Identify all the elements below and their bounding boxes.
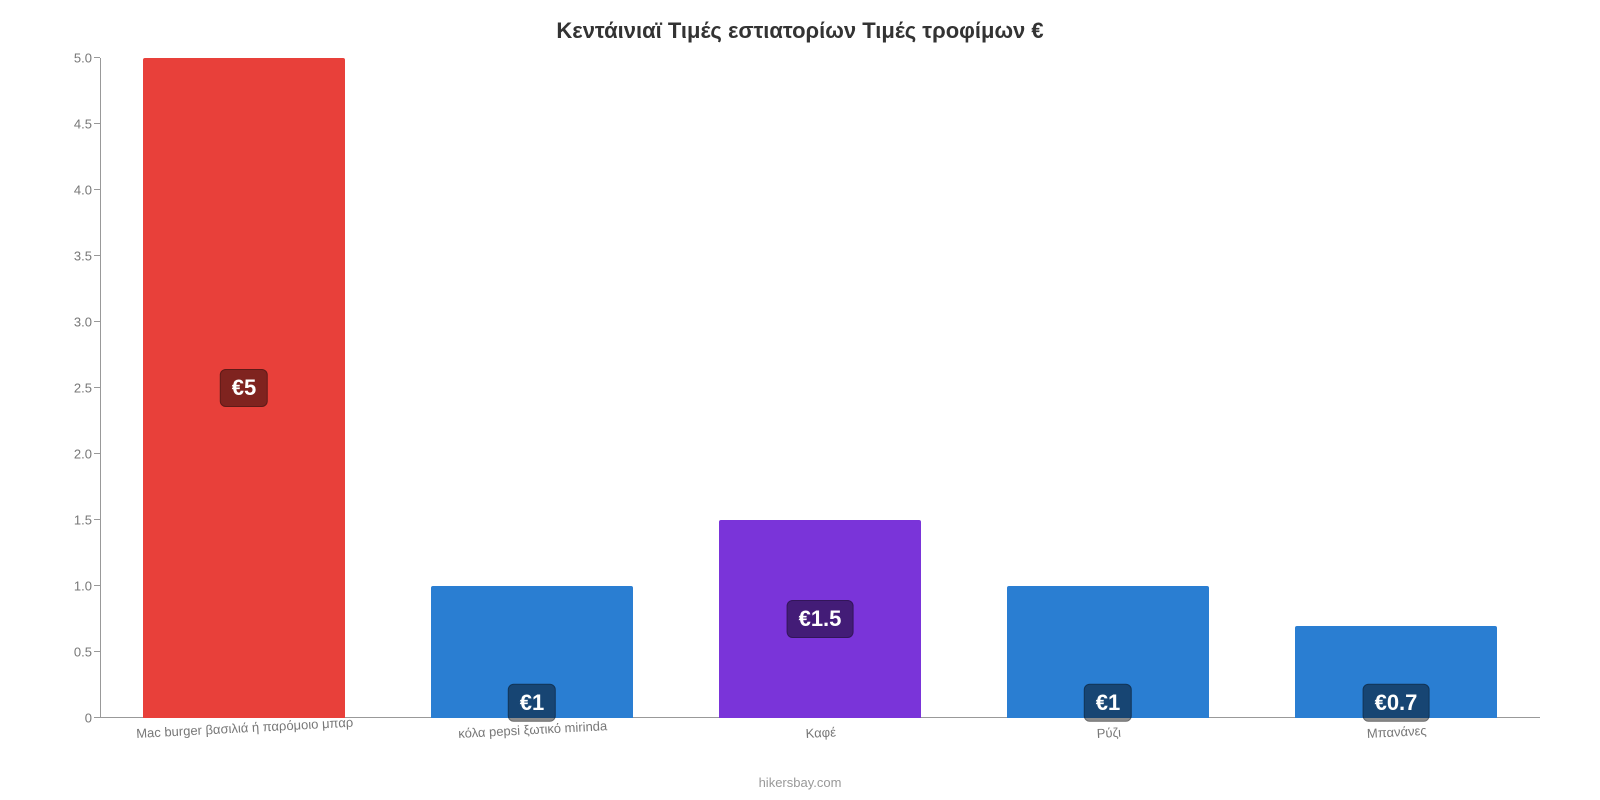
y-tick — [94, 651, 100, 652]
y-tick — [94, 717, 100, 718]
x-axis-label: Μπανάνες — [1366, 715, 1427, 741]
x-axis-label: Καφέ — [805, 716, 836, 741]
y-tick — [94, 321, 100, 322]
chart-plot-area: €5Mac burger βασιλιά ή παρόμοιο μπαρ€1κό… — [100, 58, 1540, 718]
y-axis-label: 4.5 — [32, 117, 92, 132]
bar: €1 — [431, 586, 633, 718]
y-tick — [94, 255, 100, 256]
bar-value-label: €1.5 — [787, 600, 854, 638]
bar-slot: €1Ρύζι — [964, 58, 1252, 718]
y-tick — [94, 57, 100, 58]
y-axis-label: 3.5 — [32, 249, 92, 264]
bar-slot: €1κόλα pepsi ξωτικό mirinda — [388, 58, 676, 718]
attribution-text: hikersbay.com — [0, 775, 1600, 790]
bars-container: €5Mac burger βασιλιά ή παρόμοιο μπαρ€1κό… — [100, 58, 1540, 718]
x-axis-label: Ρύζι — [1096, 717, 1121, 741]
y-axis-label: 1.5 — [32, 513, 92, 528]
y-axis-label: 2.0 — [32, 447, 92, 462]
y-axis-label: 2.5 — [32, 381, 92, 396]
bar: €1 — [1007, 586, 1209, 718]
y-tick — [94, 585, 100, 586]
y-axis-label: 3.0 — [32, 315, 92, 330]
bar: €0.7 — [1295, 626, 1497, 718]
bar-value-label: €5 — [220, 369, 268, 407]
chart-title: Κεντάινιαϊ Τιμές εστιατορίων Τιμές τροφί… — [0, 0, 1600, 50]
y-axis-label: 0.5 — [32, 645, 92, 660]
y-tick — [94, 453, 100, 454]
y-axis-label: 1.0 — [32, 579, 92, 594]
y-tick — [94, 387, 100, 388]
y-axis-label: 4.0 — [32, 183, 92, 198]
bar: €1.5 — [719, 520, 921, 718]
bar-slot: €5Mac burger βασιλιά ή παρόμοιο μπαρ — [100, 58, 388, 718]
y-tick — [94, 519, 100, 520]
bar: €5 — [143, 58, 345, 718]
y-tick — [94, 189, 100, 190]
y-tick — [94, 123, 100, 124]
y-axis-label: 0 — [32, 711, 92, 726]
bar-slot: €1.5Καφέ — [676, 58, 964, 718]
bar-value-label: €1 — [1084, 684, 1132, 722]
y-axis-label: 5.0 — [32, 51, 92, 66]
bar-slot: €0.7Μπανάνες — [1252, 58, 1540, 718]
